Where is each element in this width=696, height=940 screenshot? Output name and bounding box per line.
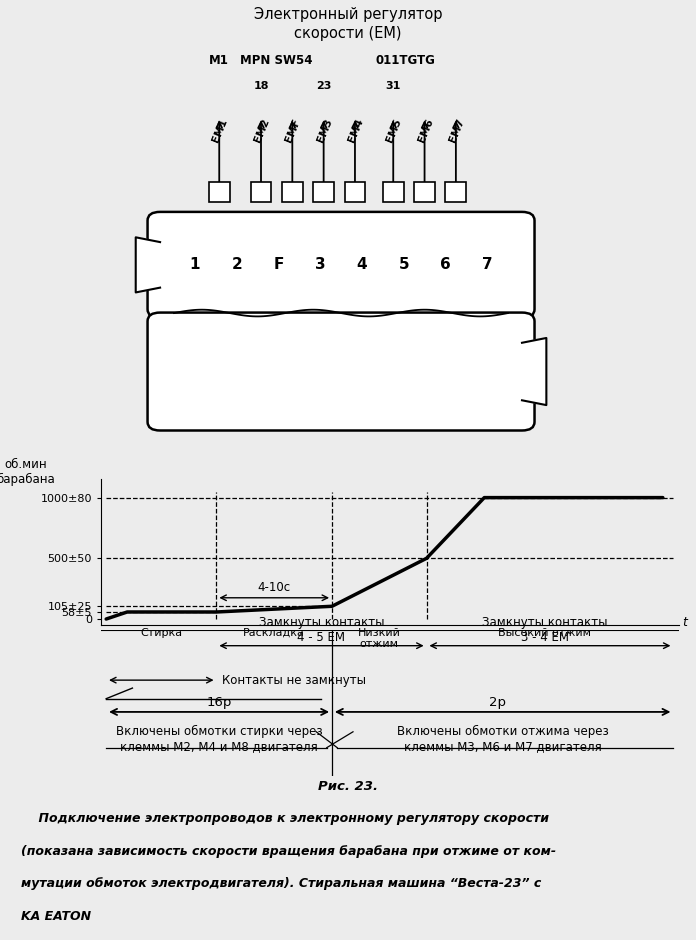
Text: EM4: EM4 (347, 117, 365, 144)
Text: 4: 4 (356, 258, 367, 273)
Text: Включены обмотки стирки через
клеммы М2, М4 и М8 двигателя: Включены обмотки стирки через клеммы М2,… (116, 725, 322, 753)
Text: Раскладка: Раскладка (244, 628, 305, 637)
Text: MPN SW54: MPN SW54 (240, 55, 313, 67)
Text: t: t (682, 617, 687, 629)
Text: об.мин
барабана: об.мин барабана (0, 458, 55, 486)
Text: 2: 2 (231, 258, 242, 273)
Text: 7: 7 (482, 258, 493, 273)
Text: Высокий отжим: Высокий отжим (498, 628, 591, 637)
Text: 4-10с: 4-10с (258, 581, 291, 594)
Polygon shape (522, 338, 546, 405)
Text: Замкнуты контакты
3 - 4 ЕМ: Замкнуты контакты 3 - 4 ЕМ (482, 617, 608, 645)
Bar (313, 181, 334, 202)
Text: 3: 3 (315, 258, 326, 273)
Text: 6: 6 (440, 258, 451, 273)
Text: 16р: 16р (207, 696, 232, 709)
Bar (345, 181, 365, 202)
Text: 011TGTG: 011TGTG (375, 55, 436, 67)
Text: Электронный регулятор
скорости (ЕМ): Электронный регулятор скорости (ЕМ) (254, 8, 442, 40)
Text: EMF: EMF (284, 118, 303, 144)
Text: F: F (274, 258, 283, 273)
Bar (282, 181, 303, 202)
Text: мутации обмоток электродвигателя). Стиральная машина “Веста-23” с: мутации обмоток электродвигателя). Стира… (21, 878, 541, 890)
Text: 18: 18 (253, 81, 269, 91)
Text: Замкнуты контакты
4 - 5 ЕМ: Замкнуты контакты 4 - 5 ЕМ (259, 617, 384, 645)
Bar (414, 181, 435, 202)
Text: EM2: EM2 (253, 118, 271, 144)
Polygon shape (136, 237, 160, 292)
Text: 5: 5 (398, 258, 409, 273)
Text: KA EATON: KA EATON (21, 910, 90, 923)
Text: EM1: EM1 (211, 118, 230, 144)
FancyBboxPatch shape (148, 212, 535, 318)
Text: 1: 1 (189, 258, 200, 273)
Bar (251, 181, 271, 202)
Bar (209, 181, 230, 202)
Text: EM5: EM5 (385, 118, 404, 144)
Text: (показана зависимость скорости вращения барабана при отжиме от ком-: (показана зависимость скорости вращения … (21, 844, 555, 857)
Text: EM3: EM3 (315, 118, 334, 144)
Text: Подключение электропроводов к электронному регулятору скорости: Подключение электропроводов к электронно… (21, 811, 548, 824)
Text: 23: 23 (316, 81, 331, 91)
Text: 31: 31 (386, 81, 401, 91)
Text: EM6: EM6 (416, 118, 435, 144)
Bar (383, 181, 404, 202)
FancyBboxPatch shape (148, 313, 535, 431)
Bar (445, 181, 466, 202)
Text: EM7: EM7 (448, 117, 466, 144)
Text: 2р: 2р (489, 696, 506, 709)
Text: Низкий
отжим: Низкий отжим (358, 628, 401, 650)
Text: Рис. 23.: Рис. 23. (318, 780, 378, 793)
Text: Стирка: Стирка (141, 628, 182, 637)
Text: Включены обмотки отжима через
клеммы М3, М6 и М7 двигателя: Включены обмотки отжима через клеммы М3,… (397, 725, 608, 753)
Text: M1: M1 (209, 55, 229, 67)
Text: Контакты не замкнуты: Контакты не замкнуты (222, 674, 365, 686)
